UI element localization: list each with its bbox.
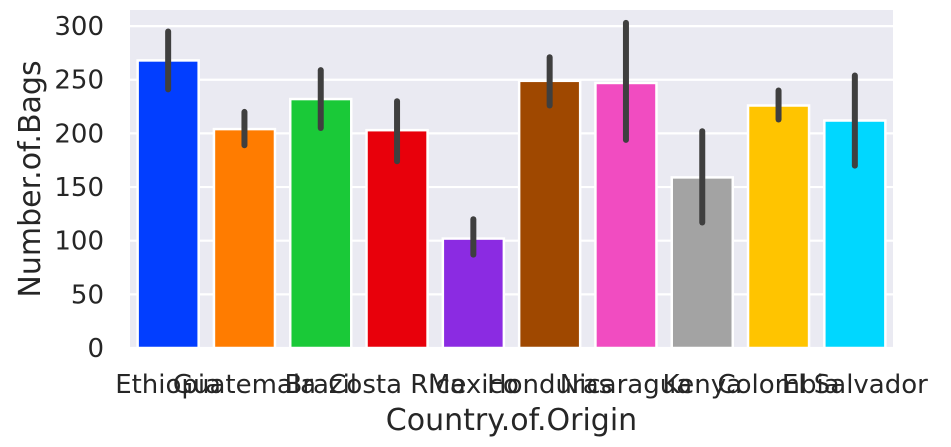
bar <box>517 79 582 350</box>
x-tick-label: Costa Rica <box>328 370 466 400</box>
x-tick-label: Mexico <box>428 370 519 400</box>
x-tick-label: Kenya <box>662 370 742 400</box>
x-axis-label: Country.of.Origin <box>386 403 637 438</box>
bar <box>670 176 735 350</box>
y-axis-label: Number.of.Bags <box>13 60 48 297</box>
y-tick-label: 250 <box>54 66 104 96</box>
y-tick-label: 0 <box>87 334 104 364</box>
x-tick-label: Honduras <box>487 370 612 400</box>
x-tick-label: Colombia <box>717 370 839 400</box>
y-tick-label: 100 <box>54 227 104 257</box>
y-tick-label: 150 <box>54 173 104 203</box>
bar <box>746 104 811 350</box>
x-tick-label: Guatemala <box>173 370 316 400</box>
bar <box>212 127 277 350</box>
y-tick-labels: 0 50 100 150 200 250 300 <box>54 12 104 364</box>
x-tick-label: Brazil <box>284 370 357 400</box>
y-tick-label: 300 <box>54 12 104 42</box>
error-bars <box>165 19 858 258</box>
x-tick-label: Nicaragua <box>560 370 692 400</box>
bar <box>136 59 200 350</box>
x-tick-label: El Salvador <box>782 370 928 400</box>
bars <box>136 59 887 350</box>
y-tick-label: 200 <box>54 119 104 149</box>
bar <box>288 97 353 350</box>
y-tick-label: 50 <box>71 280 104 310</box>
x-tick-label: Ethiopia <box>115 370 221 400</box>
bar <box>365 128 429 350</box>
bar <box>823 119 887 350</box>
